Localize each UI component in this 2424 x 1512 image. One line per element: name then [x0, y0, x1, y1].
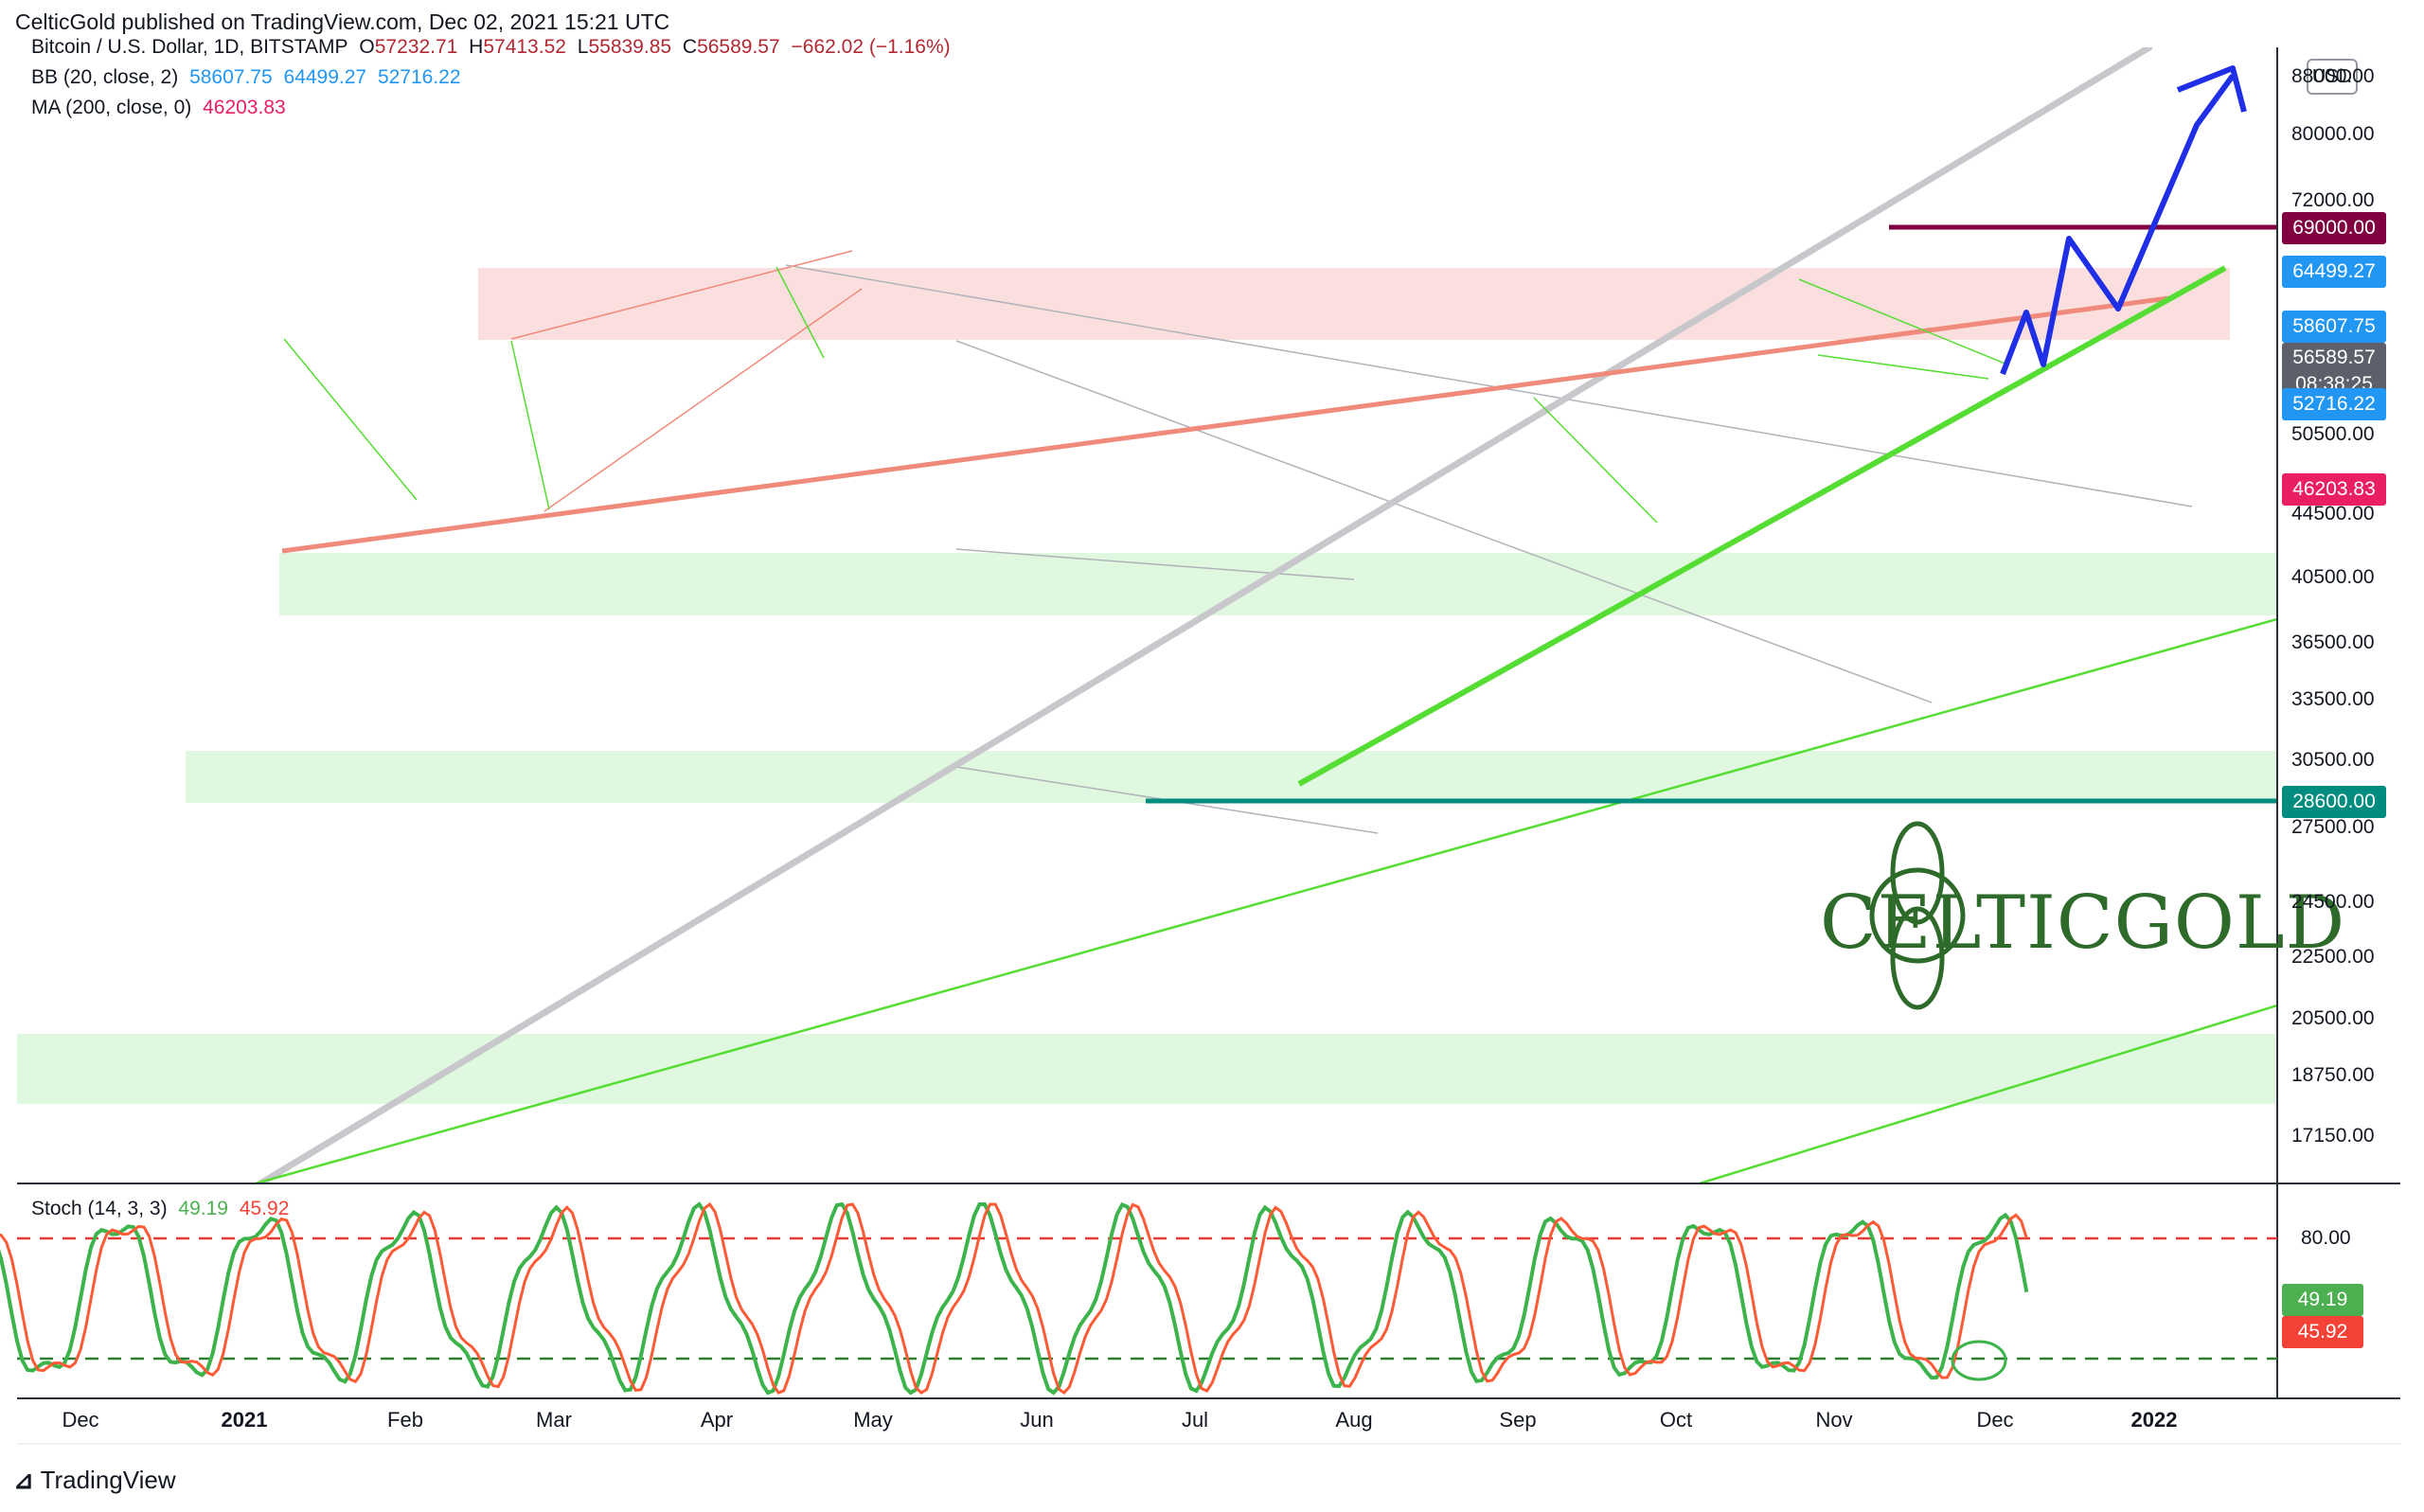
- resistance-trendline: [281, 295, 2169, 554]
- legend-stoch-name: Stoch (14, 3, 3): [31, 1198, 168, 1219]
- flag-line-2: [775, 266, 825, 359]
- flag-line-5: [1817, 354, 1989, 380]
- channel-line-1: [955, 340, 1933, 703]
- price-tick-1: 80000.00: [2291, 123, 2375, 145]
- legend-bb-basis: 58607.75: [189, 66, 273, 88]
- support-zone-19k: [17, 1034, 2275, 1104]
- price-tick-14: 17150.00: [2291, 1125, 2375, 1147]
- price-tick-11: 22500.00: [2291, 946, 2375, 968]
- time-tick-0: Dec: [62, 1408, 99, 1432]
- price-tick-5: 40500.00: [2291, 566, 2375, 588]
- time-tick-4: Apr: [700, 1408, 734, 1432]
- tradingview-logo-icon: ⊿: [13, 1466, 34, 1494]
- long-term-trendline: [257, 47, 2153, 1183]
- price-label-0: 69000.00: [2282, 212, 2386, 244]
- publisher-header: CelticGold published on TradingView.com,…: [15, 9, 670, 34]
- price-tick-6: 36500.00: [2291, 631, 2375, 653]
- uptrend-support-line: [1297, 265, 2227, 787]
- stoch-d-line: [0, 1201, 2028, 1395]
- legend-ma-name: MA (200, close, 0): [31, 97, 192, 118]
- legend-c-label: C: [682, 36, 698, 58]
- price-tick-12: 20500.00: [2291, 1007, 2375, 1029]
- flag-line-3: [1533, 397, 1658, 524]
- time-tick-7: Jul: [1181, 1408, 1209, 1432]
- rising-wedge-upper: [510, 250, 853, 340]
- legend-change: −662.02 (−1.16%): [791, 36, 951, 58]
- lower-trendline-1: [255, 617, 2277, 1183]
- legend-o-label: O: [359, 36, 375, 58]
- price-tick-9: 27500.00: [2291, 816, 2375, 838]
- time-tick-2: Feb: [387, 1408, 423, 1432]
- legend-symbol: Bitcoin / U.S. Dollar, 1D, BITSTAMP: [31, 36, 348, 58]
- legend-stoch-d: 45.92: [239, 1198, 290, 1219]
- time-tick-12: Dec: [1976, 1408, 2014, 1432]
- time-tick-6: Jun: [1020, 1408, 1054, 1432]
- price-label-1: 64499.27: [2282, 256, 2386, 288]
- legend-h-label: H: [469, 36, 484, 58]
- stoch-tick-0: 80.00: [2301, 1227, 2351, 1249]
- price-tick-7: 33500.00: [2291, 688, 2375, 710]
- price-tick-2: 72000.00: [2291, 189, 2375, 211]
- legend-ma-value: 46203.83: [203, 97, 286, 118]
- price-label-5: 46203.83: [2282, 473, 2386, 506]
- lower-trendline-2: [1699, 1004, 2277, 1183]
- support-zone-40k: [279, 553, 2277, 615]
- legend-ma-row: MA (200, close, 0) 46203.83: [31, 97, 292, 119]
- stoch-label-0: 49.19: [2282, 1284, 2363, 1316]
- footer-brand: TradingView: [40, 1466, 176, 1494]
- resistance-zone: [478, 268, 2230, 340]
- flag-line-0: [283, 338, 418, 501]
- price-tick-8: 30500.00: [2291, 749, 2375, 771]
- price-label-6: 28600.00: [2282, 786, 2386, 818]
- time-tick-1: 2021: [221, 1408, 268, 1432]
- projection-path: [2000, 74, 2236, 376]
- time-tick-13: 2022: [2130, 1408, 2178, 1432]
- celticgold-knot-icon: [1869, 821, 1966, 1010]
- time-tick-8: Aug: [1335, 1408, 1373, 1432]
- legend-l-label: L: [577, 36, 589, 58]
- main-pane: [17, 47, 2277, 1183]
- legend-stoch-row: Stoch (14, 3, 3) 49.19 45.92: [31, 1198, 294, 1220]
- stoch-highlight-circle: [1951, 1340, 2007, 1381]
- legend-bb-row: BB (20, close, 2) 58607.75 64499.27 5271…: [31, 66, 467, 89]
- price-tick-10: 24500.00: [2291, 891, 2375, 913]
- legend-symbol-row: Bitcoin / U.S. Dollar, 1D, BITSTAMP O572…: [31, 36, 956, 59]
- legend-bb-lower: 52716.22: [377, 66, 461, 88]
- price-label-4: 52716.22: [2282, 388, 2386, 420]
- price-tick-4: 44500.00: [2291, 503, 2375, 525]
- flag-line-4: [1798, 278, 2008, 365]
- price-label-2: 58607.75: [2282, 311, 2386, 343]
- legend-close: 56589.57: [697, 36, 780, 58]
- tradingview-footer: ⊿ TradingView: [13, 1466, 176, 1495]
- legend-open: 57232.71: [374, 36, 458, 58]
- currency-button[interactable]: USD: [2307, 59, 2358, 95]
- time-tick-9: Sep: [1499, 1408, 1537, 1432]
- time-tick-5: May: [853, 1408, 893, 1432]
- legend-stoch-k: 49.19: [178, 1198, 228, 1219]
- time-tick-10: Oct: [1659, 1408, 1693, 1432]
- stoch-label-1: 45.92: [2282, 1316, 2363, 1348]
- channel-line-3: [955, 548, 1355, 580]
- channel-line-0: [785, 264, 2193, 507]
- flag-line-1: [510, 340, 550, 510]
- legend-bb-name: BB (20, close, 2): [31, 66, 179, 88]
- celticgold-watermark: CELTICGOLD: [1820, 881, 2346, 966]
- time-tick-11: Nov: [1815, 1408, 1853, 1432]
- price-tick-0: 88000.00: [2291, 64, 2375, 87]
- projection-arrowhead: [2176, 65, 2247, 113]
- legend-high: 57413.52: [483, 36, 566, 58]
- stochastic-pane: [0, 1201, 2277, 1396]
- price-tick-13: 18750.00: [2291, 1064, 2375, 1086]
- legend-bb-upper: 64499.27: [283, 66, 367, 88]
- rising-wedge-lower: [544, 288, 863, 512]
- price-tick-3: 50500.00: [2291, 423, 2375, 445]
- support-zone-30k: [186, 751, 2276, 803]
- time-tick-3: Mar: [536, 1408, 572, 1432]
- stoch-k-line: [0, 1201, 2029, 1396]
- legend-low: 55839.85: [588, 36, 672, 58]
